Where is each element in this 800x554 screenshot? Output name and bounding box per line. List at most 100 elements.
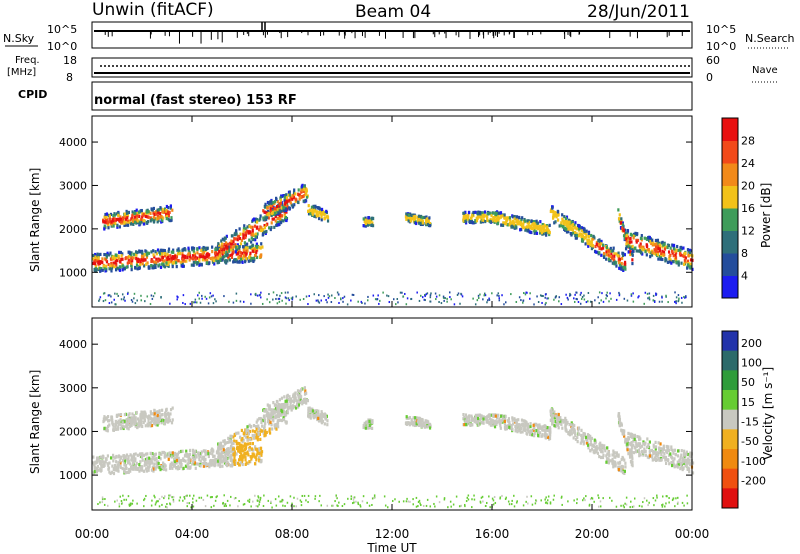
scatter-cell xyxy=(464,210,467,214)
scatter-cell xyxy=(669,454,673,458)
scatter-cell xyxy=(219,246,223,250)
scatter-cell xyxy=(318,206,321,210)
scatter-cell xyxy=(108,253,111,257)
ground-scatter-cell xyxy=(102,300,105,303)
scatter-cell xyxy=(686,259,690,263)
scatter-cell xyxy=(284,399,287,403)
scatter-cell xyxy=(230,449,233,453)
scatter-cell xyxy=(600,247,603,251)
scatter-cell xyxy=(150,264,153,268)
ground-scatter-cell xyxy=(605,294,608,297)
scatter-cell xyxy=(153,255,156,259)
scatter-cell xyxy=(234,243,237,247)
scatter-cell xyxy=(557,421,560,425)
scatter-cell xyxy=(253,217,256,221)
scatter-cell xyxy=(651,243,654,247)
ground-scatter-cell xyxy=(647,297,649,300)
scatter-cell xyxy=(592,237,595,241)
scatter-cell xyxy=(624,440,627,444)
scatter-cell xyxy=(465,416,469,420)
scatter-cell xyxy=(645,237,649,241)
scatter-cell xyxy=(511,215,515,219)
scatter-cell xyxy=(501,223,505,227)
scatter-cell xyxy=(155,257,158,261)
scatter-cell xyxy=(205,246,209,251)
scatter-cell xyxy=(514,428,517,432)
scatter-cell xyxy=(312,416,315,420)
scatter-cell xyxy=(201,258,204,262)
scatter-cell xyxy=(595,444,598,449)
scatter-cell xyxy=(638,437,641,442)
scatter-cell xyxy=(177,465,180,469)
scatter-cell xyxy=(514,419,517,423)
scatter-cell xyxy=(152,456,155,461)
scatter-cell xyxy=(260,453,263,457)
scatter-cell xyxy=(307,414,310,418)
scatter-cell xyxy=(407,416,410,420)
scatter-cell xyxy=(683,252,686,256)
ground-scatter-cell xyxy=(510,293,512,296)
scatter-cell xyxy=(556,218,560,222)
scatter-cell xyxy=(518,222,521,226)
scatter-cell xyxy=(258,432,262,436)
ground-scatter-cell xyxy=(443,299,445,302)
scatter-cell xyxy=(589,436,592,440)
scatter-cell xyxy=(598,240,602,244)
scatter-cell xyxy=(480,421,483,425)
ground-scatter-cell xyxy=(496,294,498,297)
scatter-cell xyxy=(324,415,327,419)
scatter-cell xyxy=(280,418,284,423)
scatter-cell xyxy=(574,225,577,229)
scatter-cell xyxy=(622,265,625,269)
scatter-cell xyxy=(650,448,654,453)
scatter-cell xyxy=(664,449,668,453)
scatter-cell xyxy=(245,231,248,235)
scatter-cell xyxy=(285,420,288,424)
scatter-cell xyxy=(110,220,113,224)
scatter-cell xyxy=(156,248,160,252)
scatter-cell xyxy=(253,233,256,237)
scatter-cell xyxy=(466,217,469,221)
scatter-cell xyxy=(489,421,492,425)
scatter-cell xyxy=(428,422,431,426)
scatter-cell xyxy=(658,450,661,455)
scatter-cell xyxy=(105,212,109,216)
scatter-cell xyxy=(596,447,599,451)
scatter-cell xyxy=(232,447,235,451)
scatter-cell xyxy=(316,210,319,214)
scatter-cell xyxy=(176,467,179,471)
scatter-cell xyxy=(509,423,513,428)
scatter-cell xyxy=(308,406,311,410)
scatter-cell xyxy=(646,437,649,441)
scatter-cell xyxy=(666,260,670,264)
scatter-cell xyxy=(151,465,154,469)
noise-panel: N.Sky 10^5 10^0 10^5 10^0 N.Search xyxy=(3,21,795,53)
scatter-cell xyxy=(198,455,201,459)
scatter-cell xyxy=(242,449,245,453)
colorbar-tick-label: 28 xyxy=(741,135,755,148)
scatter-cell xyxy=(161,252,164,256)
scatter-cell xyxy=(238,245,241,249)
scatter-cell xyxy=(546,425,549,430)
scatter-cell xyxy=(305,195,309,199)
scatter-cell xyxy=(160,418,163,423)
scatter-cell xyxy=(519,430,522,434)
scatter-cell xyxy=(132,256,135,260)
scatter-cell xyxy=(165,213,168,217)
scatter-cell xyxy=(271,417,275,421)
scatter-cell xyxy=(629,246,632,250)
scatter-cell xyxy=(147,418,150,423)
scatter-cell xyxy=(671,259,674,264)
scatter-cell xyxy=(597,243,601,247)
scatter-cell xyxy=(598,445,601,450)
scatter-cell xyxy=(644,249,647,254)
scatter-cell xyxy=(615,264,618,268)
scatter-cell xyxy=(230,442,233,446)
scatter-cell xyxy=(259,460,262,464)
ground-scatter-cell xyxy=(446,300,448,303)
scatter-cell xyxy=(508,216,512,220)
ground-scatter-cell xyxy=(260,296,262,299)
scatter-cell xyxy=(519,228,522,232)
scatter-cell xyxy=(205,261,209,265)
scatter-cell xyxy=(652,241,655,245)
